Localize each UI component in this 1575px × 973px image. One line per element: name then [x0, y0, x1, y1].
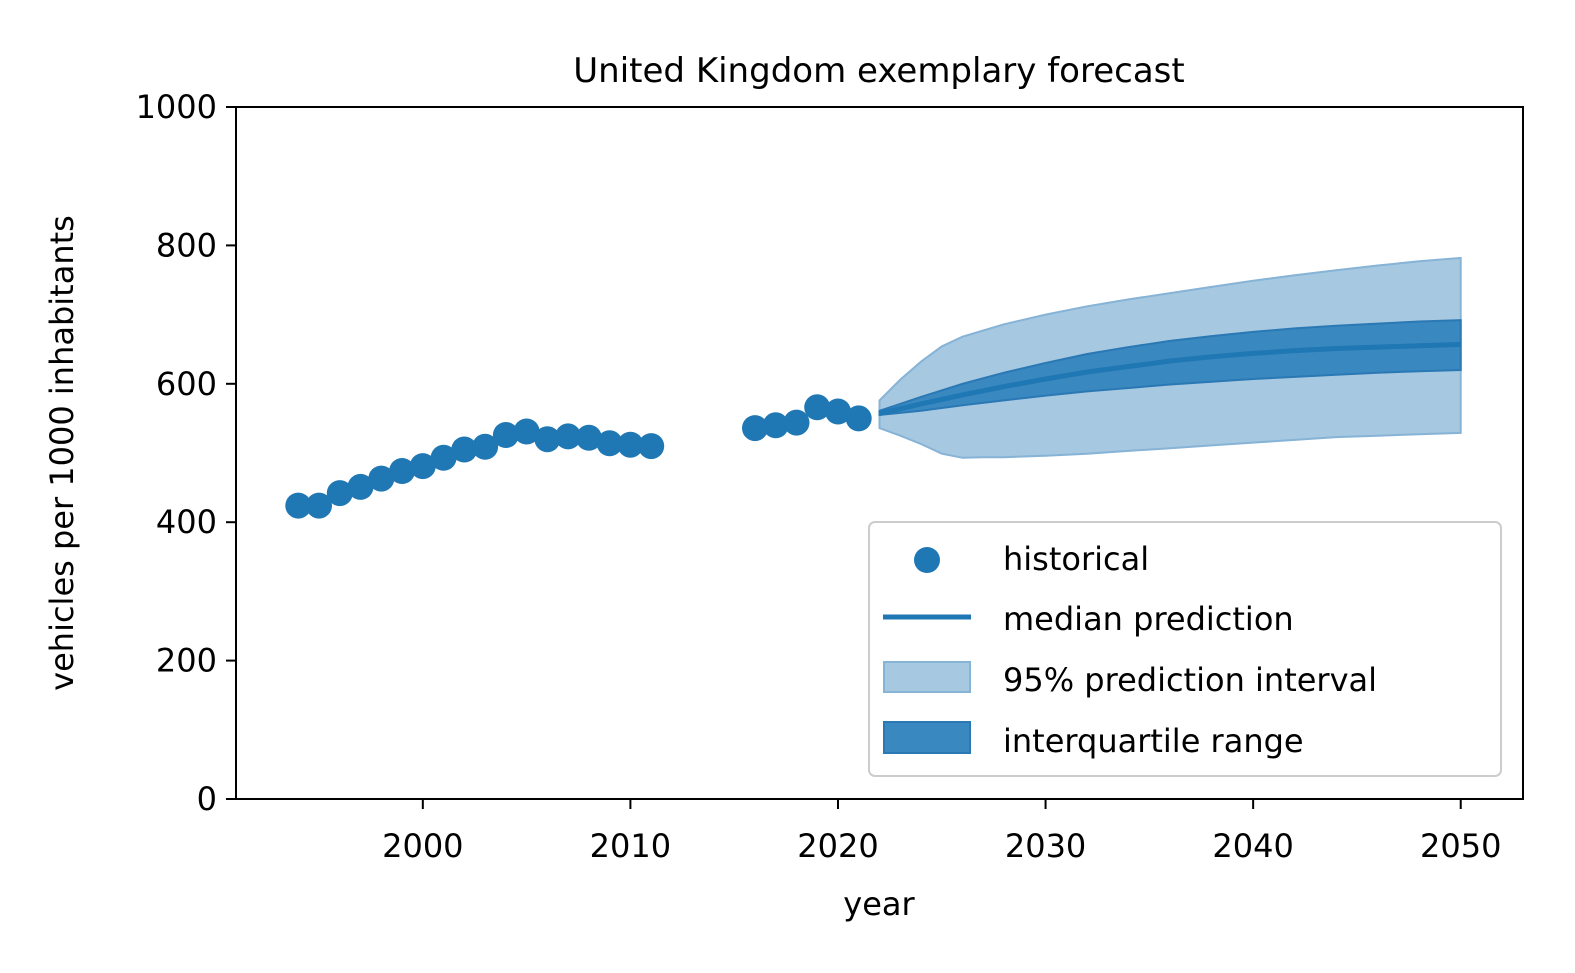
plot-area	[285, 256, 1462, 519]
historical-point	[368, 465, 395, 492]
historical-point	[596, 430, 623, 457]
historical-point	[430, 444, 457, 471]
historical-point	[347, 473, 374, 500]
y-axis-ticks: 0 200 400 600 800 1000	[136, 88, 236, 818]
y-axis-label: vehicles per 1000 inhabitants	[43, 215, 81, 691]
x-tick-label: 2020	[797, 827, 878, 865]
legend-label-band95: 95% prediction interval	[1003, 661, 1377, 699]
historical-point	[492, 422, 519, 448]
historical-point	[451, 436, 478, 463]
historical-point	[389, 458, 416, 484]
legend-marker-historical	[914, 547, 940, 573]
legend-marker-band95	[883, 661, 971, 693]
historical-point	[285, 492, 312, 519]
historical-point	[575, 424, 602, 451]
legend: historical median prediction 95% predict…	[868, 521, 1502, 777]
plot-frame	[235, 106, 1524, 800]
x-tick-label: 2000	[382, 827, 463, 865]
x-axis-label: year	[843, 885, 915, 923]
historical-point	[306, 492, 332, 519]
historical-point	[845, 405, 872, 432]
legend-label-median: median prediction	[1003, 600, 1294, 638]
legend-label-historical: historical	[1003, 540, 1149, 578]
y-tick-label: 600	[156, 365, 217, 403]
historical-point	[825, 398, 851, 425]
y-tick-label: 200	[156, 642, 217, 680]
x-tick-label: 2050	[1420, 827, 1501, 865]
historical-points	[285, 394, 872, 519]
legend-box	[868, 521, 1502, 777]
historical-point	[326, 480, 353, 507]
x-tick-label: 2040	[1212, 827, 1293, 865]
historical-point	[534, 426, 561, 453]
chart-title: United Kingdom exemplary forecast	[573, 51, 1184, 91]
median-prediction-line	[878, 341, 1461, 417]
historical-point	[742, 415, 768, 442]
historical-point	[513, 418, 540, 445]
y-tick-label: 1000	[136, 88, 217, 126]
x-axis-ticks: 2000 2010 2020 2030 2040 2050	[382, 799, 1501, 865]
legend-label-iqr: interquartile range	[1003, 722, 1304, 760]
historical-point	[472, 433, 499, 460]
x-tick-label: 2030	[1005, 827, 1086, 865]
y-tick-label: 0	[197, 780, 217, 818]
historical-point	[617, 431, 644, 458]
historical-point	[762, 412, 789, 439]
historical-point	[804, 394, 831, 421]
historical-point	[555, 423, 582, 450]
x-tick-label: 2010	[590, 827, 671, 865]
legend-marker-iqr	[883, 721, 971, 754]
historical-point	[783, 409, 810, 436]
historical-point	[409, 453, 436, 480]
historical-point	[638, 433, 665, 460]
y-tick-label: 800	[156, 226, 217, 264]
y-tick-label: 400	[156, 503, 217, 541]
interquartile-range-band	[878, 319, 1462, 417]
